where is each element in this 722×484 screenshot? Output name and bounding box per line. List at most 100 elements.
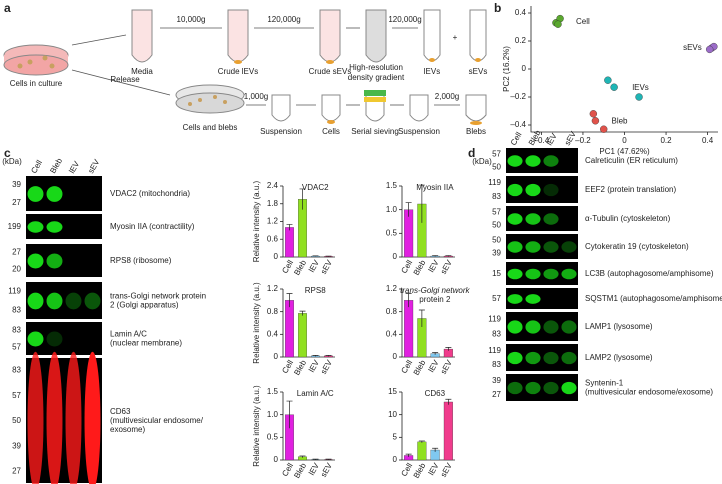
blot-label: (multivesicular endosome/exosome) — [585, 388, 713, 397]
scatter-point — [604, 76, 612, 84]
diagram-label: Crude sEVs — [309, 67, 352, 76]
kda-marker: 83 — [12, 366, 21, 375]
y-tick-label: 0 — [522, 64, 527, 73]
y-tick-label: –0.2 — [510, 92, 526, 101]
y-tick-label: 1.5 — [267, 387, 279, 396]
blot-label: LC3B (autophagosome/amphisome) — [585, 269, 714, 278]
x-tick-label: sEV — [439, 258, 454, 276]
chart-title: CD63 — [425, 389, 446, 398]
x-tick-label: sEV — [319, 358, 334, 376]
diagram-label: density gradient — [348, 73, 405, 82]
y-tick-label: 0.5 — [267, 432, 279, 441]
blot-band — [46, 221, 63, 233]
blot-band — [507, 381, 523, 395]
blot-band — [27, 221, 44, 233]
kda-marker: 83 — [492, 360, 501, 369]
blot-label: RPS8 (ribosome) — [110, 256, 172, 265]
scatter-point — [705, 45, 714, 54]
x-tick-label: 0 — [622, 136, 627, 145]
x-tick-label: 0.4 — [702, 136, 714, 145]
blot-label: LAMP1 (lysosome) — [585, 322, 653, 331]
y-axis-label: Relative intensity (a.u.) — [252, 180, 261, 262]
kda-marker: 27 — [12, 467, 21, 476]
kda-marker: 83 — [492, 330, 501, 339]
blot-label: (multivesicular endosome/ — [110, 416, 204, 425]
y-tick-label: 0 — [274, 352, 279, 361]
kda-marker: 50 — [12, 416, 21, 425]
blot-band — [507, 268, 523, 280]
diagram-label: + — [453, 33, 458, 42]
error-bar — [325, 354, 332, 357]
error-bar — [432, 352, 439, 355]
x-tick-label: sEV — [439, 461, 454, 479]
blot-band — [525, 241, 541, 253]
error-bar — [445, 347, 452, 351]
blot-band — [543, 213, 559, 225]
y-axis-label: Relative intensity (a.u.) — [252, 385, 261, 467]
scatter-point — [635, 93, 643, 101]
blot-label: Lamin A/C — [110, 330, 147, 339]
chart-title: RPS8 — [305, 286, 326, 295]
kda-marker: 119 — [8, 287, 21, 296]
blot-band — [507, 320, 523, 334]
blot-band — [561, 351, 577, 365]
blot-band — [525, 294, 541, 304]
blot-band — [525, 268, 541, 280]
axis — [530, 6, 718, 133]
x-tick-label: Bleb — [292, 358, 308, 377]
diagram-label: 120,000g — [267, 15, 300, 24]
kda-marker: 50 — [492, 236, 501, 245]
series-label: sEVs — [683, 43, 702, 52]
blot-band — [27, 351, 44, 484]
bar — [404, 300, 414, 358]
blot-label: CD63 — [110, 407, 131, 416]
kda-marker: 57 — [12, 391, 21, 400]
blot-strip — [506, 262, 578, 285]
x-tick-label: 0.2 — [660, 136, 672, 145]
error-bar — [432, 447, 439, 452]
error-bar — [418, 309, 425, 327]
x-tick-label: sEV — [319, 258, 334, 276]
blot-band — [561, 320, 577, 334]
blot-band — [46, 292, 63, 310]
kda-marker: 83 — [492, 192, 501, 201]
blot-label: LAMP2 (lysosome) — [585, 353, 653, 362]
blot-band — [561, 241, 577, 253]
blot-band — [525, 213, 541, 225]
blot-band — [27, 331, 44, 347]
blot-band — [507, 294, 523, 304]
diagram-label: Serial sieving — [351, 127, 399, 136]
error-bar — [286, 224, 293, 231]
kda-marker: 27 — [12, 248, 21, 257]
y-tick-label: 1.5 — [386, 181, 398, 190]
y-tick-label: 1.8 — [267, 199, 279, 208]
kda-marker: 83 — [12, 326, 21, 335]
blot-band — [507, 183, 523, 197]
kda-marker: 199 — [8, 222, 22, 231]
blot-band — [543, 381, 559, 395]
x-tick-label: Bleb — [412, 358, 428, 377]
diagram-label: 2,000g — [435, 92, 459, 101]
blot-band — [525, 183, 541, 197]
y-tick-label: 15 — [388, 387, 397, 396]
error-bar — [286, 293, 293, 308]
blot-band — [525, 320, 541, 334]
diagram-art — [3, 9, 487, 125]
blot-band — [507, 155, 523, 167]
blot-band — [543, 268, 559, 280]
y-tick-label: 1.2 — [267, 284, 279, 293]
series-label: Bleb — [611, 116, 628, 125]
kda-marker: 50 — [492, 163, 501, 172]
error-bar — [405, 293, 412, 308]
y-tick-label: 0 — [393, 352, 398, 361]
blot-band — [543, 241, 559, 253]
blot-band — [27, 253, 44, 269]
kda-marker: 39 — [12, 180, 21, 189]
y-tick-label: 0.8 — [267, 307, 279, 316]
kda-marker: 119 — [488, 346, 501, 355]
unit-label: (kDa) — [2, 157, 22, 166]
lane-label: Cell — [509, 130, 524, 147]
diagram-label: lEVs — [424, 67, 440, 76]
error-bar — [418, 184, 425, 223]
panel-letter: a — [4, 1, 11, 15]
